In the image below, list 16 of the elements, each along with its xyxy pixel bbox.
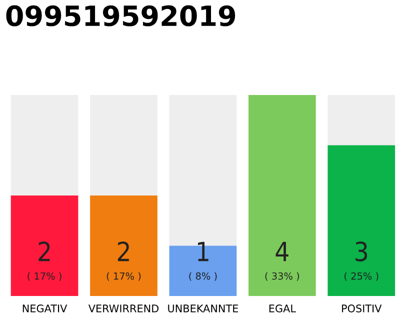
data-label: 1 xyxy=(198,242,208,262)
x-tick-label: POSITIV xyxy=(342,304,382,312)
data-label: 4 xyxy=(276,242,288,262)
annotation: ( 8% ) xyxy=(189,272,217,281)
data-label: 3 xyxy=(356,241,368,262)
annotation: ( 33% ) xyxy=(265,272,300,281)
annotation: ( 17% ) xyxy=(106,272,141,281)
x-tick-label: VERWIRREND xyxy=(88,304,159,312)
annotation: ( 25% ) xyxy=(344,272,378,281)
x-tick-label: NEGATIV xyxy=(22,304,68,312)
annotation: ( 17% ) xyxy=(28,272,62,281)
chart-title: 099519592019 xyxy=(6,5,236,26)
x-tick-label: EGAL xyxy=(269,304,296,312)
data-label: 2 xyxy=(118,241,129,262)
data-label: 2 xyxy=(38,241,50,262)
x-tick-label: UNBEKANNTE xyxy=(168,304,238,312)
